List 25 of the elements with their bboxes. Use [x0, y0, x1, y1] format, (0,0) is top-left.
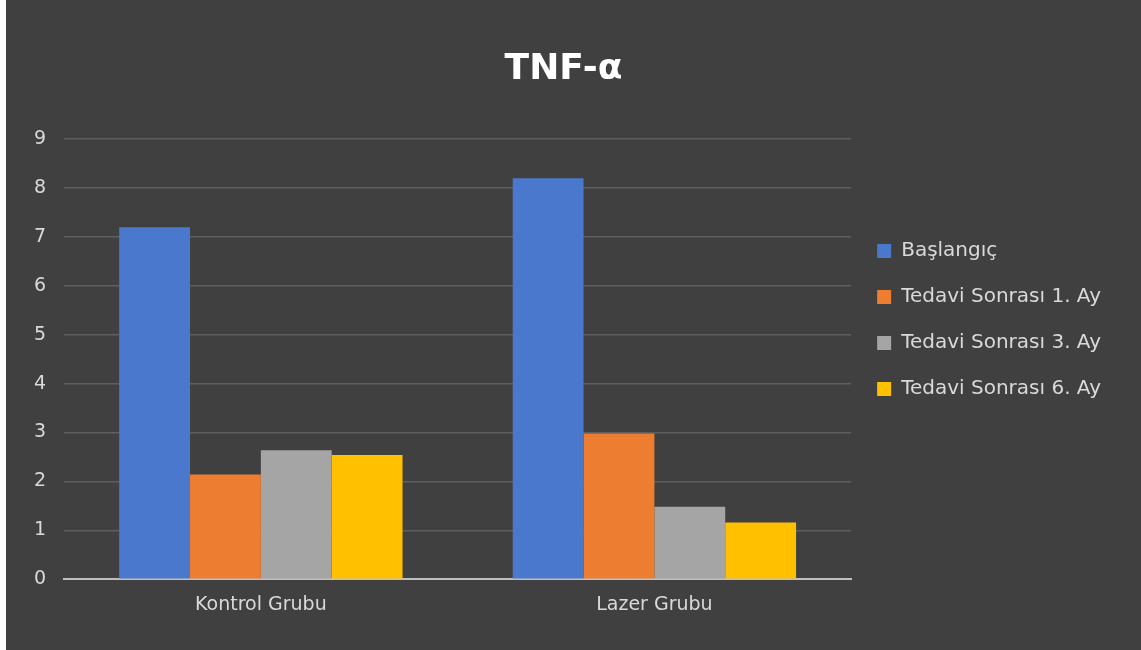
y-tick-label: 5 [33, 321, 47, 344]
y-tick-label: 9 [33, 126, 47, 149]
x-tick-label: Kontrol Grubu [195, 591, 327, 614]
y-tick-label: 7 [33, 223, 47, 246]
bar [190, 474, 261, 579]
y-tick-label: 8 [33, 175, 47, 198]
bar [331, 455, 403, 579]
bar [654, 506, 726, 579]
bar [583, 433, 655, 579]
bar [725, 522, 797, 579]
x-tick-label: Lazer Grubu [596, 591, 713, 614]
bar [512, 178, 584, 579]
y-tick-label: 0 [33, 566, 47, 589]
bar [119, 227, 191, 579]
legend-label: Tedavi Sonrası 3. Ay [900, 329, 1102, 354]
legend-label: Tedavi Sonrası 1. Ay [900, 283, 1102, 308]
bar [260, 450, 332, 579]
y-tick-label: 1 [33, 517, 47, 540]
chart-title: TNF-α [504, 45, 623, 87]
y-tick-label: 2 [33, 468, 47, 491]
y-tick-label: 3 [33, 419, 47, 442]
legend-label: Başlangıç [901, 237, 998, 262]
y-tick-label: 4 [33, 370, 47, 393]
legend-label: Tedavi Sonrası 6. Ay [900, 375, 1102, 400]
y-tick-label: 6 [33, 272, 47, 295]
